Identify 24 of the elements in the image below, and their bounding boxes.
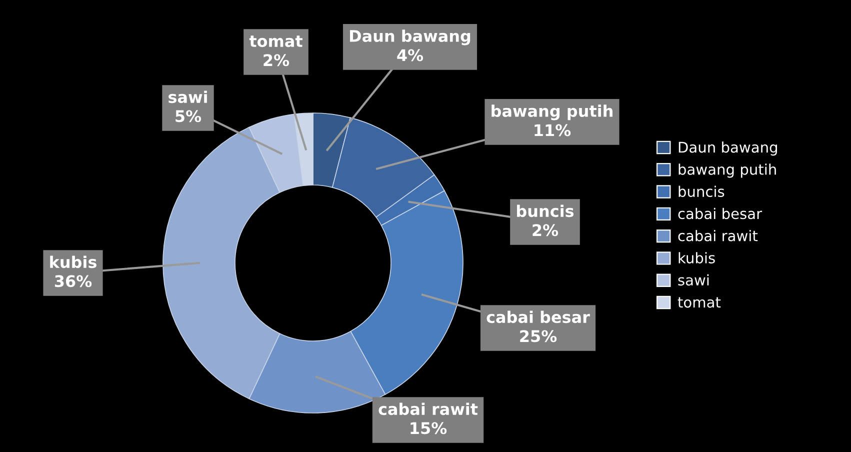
legend-label: kubis: [678, 252, 715, 264]
data-label: 5%: [176, 110, 202, 122]
data-label: 25%: [520, 330, 557, 342]
data-label: 11%: [534, 124, 571, 136]
slice-label: sawi: [168, 90, 207, 104]
data-label: 4%: [397, 49, 424, 62]
slice-label: cabai rawit: [378, 402, 478, 416]
legend-label: Daun bawang: [678, 141, 777, 156]
legend-label: buncis: [678, 186, 724, 198]
data-label: 2%: [532, 224, 558, 236]
data-label: 36%: [54, 275, 92, 288]
slice-label: bawang putih: [492, 104, 612, 120]
slice-label: cabai besar: [486, 310, 590, 324]
legend-label: cabai besar: [678, 208, 762, 220]
legend-label: tomat: [678, 297, 721, 308]
slice-label: tomat: [249, 36, 302, 48]
legend-label: cabai rawit: [678, 230, 758, 242]
slice-label: kubis: [50, 256, 96, 268]
legend-label: sawi: [678, 274, 709, 286]
data-label: 15%: [410, 422, 447, 434]
data-label: 2%: [264, 54, 290, 66]
slice-label: buncis: [517, 204, 574, 218]
slice-label: Daun bawang: [350, 30, 470, 46]
legend-label: bawang putih: [678, 164, 776, 178]
